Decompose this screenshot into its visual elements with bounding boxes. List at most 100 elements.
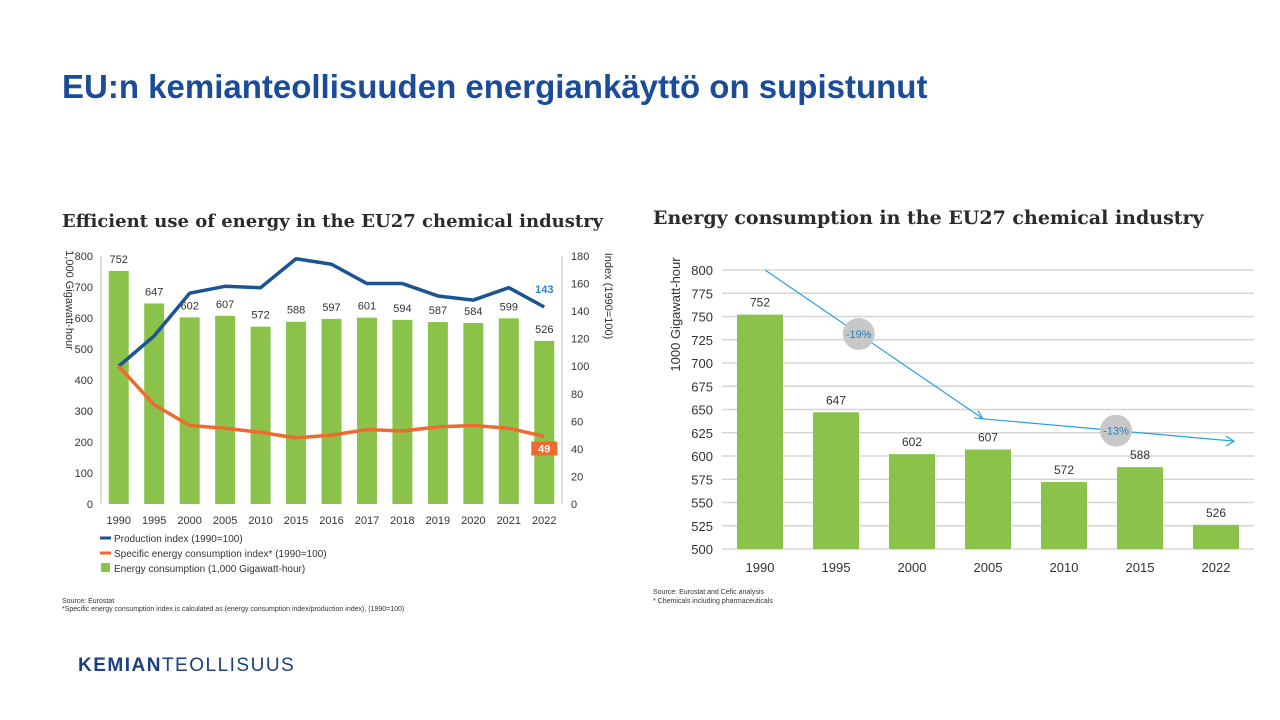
chart1-production-end-label: 143 <box>535 284 553 296</box>
chart2-source: Source: Eurostat and Cefic analysis <box>653 589 764 596</box>
chart1-y-tick-label: 200 <box>75 437 93 449</box>
chart2-bar-value-label: 607 <box>978 430 998 444</box>
chart1-bar <box>321 318 342 504</box>
chart1-bar-value-label: 588 <box>287 305 305 317</box>
chart2-x-tick-label: 2015 <box>1126 560 1155 575</box>
chart1-y-tick-label: 800 <box>75 251 93 263</box>
chart2-y-tick-label: 575 <box>691 472 713 487</box>
chart2-y-tick-label: 725 <box>691 333 713 348</box>
chart1-specific-line <box>117 365 545 440</box>
chart2-y-tick-label: 775 <box>691 286 713 301</box>
logo-light-text: TEOLLISUUS <box>161 655 296 676</box>
chart2-badge-13-circle <box>1100 414 1133 447</box>
chart1-bar-value-label: 601 <box>358 301 376 313</box>
chart1-x-tick-label: 2021 <box>497 515 521 527</box>
chart1-y2-tick-label: 80 <box>571 389 583 401</box>
chart2-y-tick-label: 600 <box>691 449 713 464</box>
chart1-bar <box>463 322 484 504</box>
chart1-bar-value-label: 587 <box>429 305 447 317</box>
chart1-y-tick-label: 700 <box>75 282 93 294</box>
chart2-y-tick-label: 750 <box>691 310 713 325</box>
chart1-bar-value-label: 526 <box>535 324 553 336</box>
chart2-badge-13-label: -13% <box>1103 426 1129 438</box>
chart1-y2-tick-label: 120 <box>571 334 589 346</box>
chart1-legend-label: Specific energy consumption index* (1990… <box>114 549 327 560</box>
chart1-bar <box>427 322 448 504</box>
chart2-bar-value-label: 572 <box>1054 463 1074 477</box>
chart1-source: Source: Eurostat <box>62 598 115 605</box>
chart1-bar <box>215 315 236 504</box>
chart2-y-tick-label: 800 <box>691 263 713 278</box>
chart1-y2-tick-label: 20 <box>571 471 583 483</box>
chart1-title: Efficient use of energy in the EU27 chem… <box>62 211 604 232</box>
chart1-bar-value-label: 752 <box>110 254 128 266</box>
chart2-y-tick-label: 650 <box>691 403 713 418</box>
chart1-y2-tick-label: 40 <box>571 444 583 456</box>
chart2-x-tick-label: 2000 <box>898 560 927 575</box>
chart1-y2-tick-label: 160 <box>571 279 589 291</box>
chart1-x-tick-label: 2000 <box>177 515 201 527</box>
chart2-x-tick-label: 1990 <box>746 560 775 575</box>
chart2-y-tick-label: 700 <box>691 356 713 371</box>
chart1-bar-value-label: 647 <box>145 286 163 298</box>
chart1-legend-label: Energy consumption (1,000 Gigawatt-hour) <box>114 564 305 575</box>
chart1-bar <box>498 318 519 504</box>
chart1-y-tick-label: 100 <box>75 468 93 480</box>
chart2-bar <box>813 412 859 549</box>
chart2-bar-value-label: 752 <box>750 296 770 310</box>
chart1-x-tick-label: 2018 <box>390 515 414 527</box>
chart1-bar-value-label: 594 <box>393 303 411 315</box>
chart2-trend-arrow-1 <box>764 269 984 420</box>
chart1-bar-value-label: 599 <box>500 301 518 313</box>
chart2-bar-value-label: 647 <box>826 393 846 407</box>
chart1-y-tick-label: 300 <box>75 406 93 418</box>
chart1-bar <box>356 317 377 504</box>
chart2-bar <box>737 314 783 549</box>
chart2-y-tick-label: 525 <box>691 519 713 534</box>
chart1-bar <box>286 321 307 504</box>
chart1-x-tick-label: 2015 <box>284 515 308 527</box>
chart1-bar <box>108 270 129 504</box>
chart1-bar-value-label: 597 <box>322 302 340 314</box>
chart1-y-axis-label: 1,000 Gigawatt-hour <box>63 250 75 350</box>
chart1-bar <box>392 319 413 504</box>
chart1-y2-tick-label: 140 <box>571 306 589 318</box>
chart2-y-tick-label: 625 <box>691 426 713 441</box>
chart1-x-tick-label: 2022 <box>532 515 556 527</box>
chart2-bar-value-label: 526 <box>1206 506 1226 520</box>
chart1-bar-value-label: 584 <box>464 306 482 318</box>
chart1-x-tick-label: 2005 <box>213 515 237 527</box>
chart1-y-tick-label: 600 <box>75 313 93 325</box>
chart1-bar-value-label: 602 <box>180 300 198 312</box>
chart1-y2-axis-label: Index (1990=100) <box>602 253 614 340</box>
chart1-x-tick-label: 2020 <box>461 515 485 527</box>
chart2-bar <box>1041 482 1087 549</box>
chart1-y2-tick-label: 100 <box>571 361 589 373</box>
chart2-title: Energy consumption in the EU27 chemical … <box>653 207 1204 229</box>
chart1-footnote: *Specific energy consumption index is ca… <box>62 606 405 613</box>
chart1-bar <box>534 340 555 504</box>
chart2-x-tick-label: 2022 <box>1202 560 1231 575</box>
chart1-bar-value-label: 607 <box>216 299 234 311</box>
chart1-production-line <box>117 257 546 368</box>
chart1-y-tick-label: 400 <box>75 375 93 387</box>
chart1-x-tick-label: 1995 <box>142 515 166 527</box>
chart2-bar-value-label: 588 <box>1130 448 1150 462</box>
chart1-x-tick-label: 2010 <box>248 515 272 527</box>
chart2-y-axis-label: 1000 Gigawatt-hour <box>668 257 683 372</box>
chart1-bar-value-label: 572 <box>251 310 269 322</box>
chart2-bar <box>1193 524 1239 549</box>
chart2-trend-arrowhead-2 <box>1225 435 1236 447</box>
chart2-badge-19-circle <box>842 317 875 350</box>
chart2-bar <box>1117 467 1163 549</box>
chart2-footnote: * Chemicals including pharmaceuticals <box>653 598 773 605</box>
chart1-x-tick-label: 1990 <box>106 515 130 527</box>
chart1-y-tick-label: 500 <box>75 344 93 356</box>
chart2-y-tick-label: 675 <box>691 379 713 394</box>
chart2-bar <box>889 454 935 549</box>
chart2-y-tick-label: 500 <box>691 542 713 557</box>
chart1-specific-end-badge <box>531 441 558 456</box>
chart2-x-tick-label: 2005 <box>974 560 1003 575</box>
